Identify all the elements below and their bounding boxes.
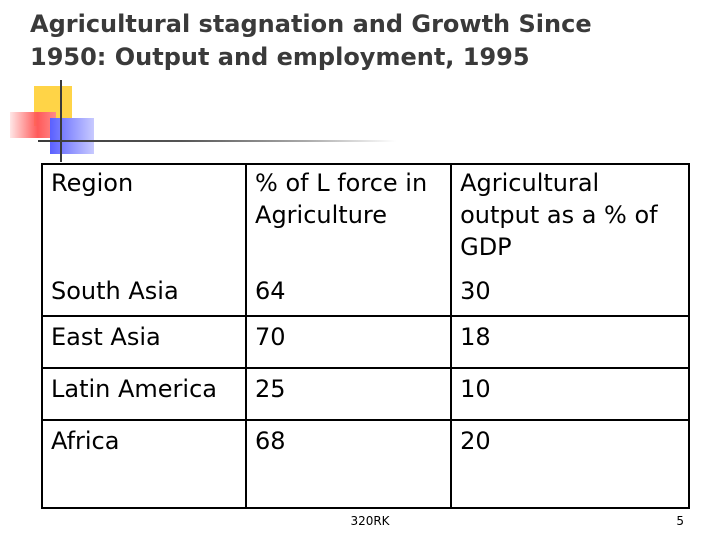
- cell-region: South Asia: [40, 271, 248, 317]
- cell-agri-output: 10: [450, 367, 690, 421]
- cell-agri-output: 20: [450, 419, 690, 509]
- cell-agri-output: 18: [450, 315, 690, 369]
- cell-labor-force: 64: [245, 271, 453, 317]
- cell-labor-force: 25: [245, 367, 453, 421]
- slide-title: Agricultural stagnation and Growth Since…: [30, 8, 690, 74]
- footer-text: 320RK: [350, 514, 390, 528]
- cell-agri-output: 30: [450, 271, 690, 317]
- table-row: East Asia 70 18: [40, 315, 690, 369]
- table-header-row: Region % of L force in Agriculture Agric…: [40, 163, 690, 271]
- cell-labor-force: 68: [245, 419, 453, 509]
- title-line-1: Agricultural stagnation and Growth Since: [30, 10, 592, 38]
- cell-region: Africa: [40, 419, 248, 509]
- decorative-red-square: [10, 112, 56, 138]
- header-labor-force: % of L force in Agriculture: [245, 163, 453, 271]
- cell-region: East Asia: [40, 315, 248, 369]
- decorative-blue-square: [50, 118, 94, 154]
- table-row: Africa 68 20: [40, 419, 690, 509]
- header-region: Region: [40, 163, 248, 271]
- decorative-horizontal-line: [38, 140, 396, 142]
- title-line-2: 1950: Output and employment, 1995: [30, 43, 530, 71]
- table-row: Latin America 25 10: [40, 367, 690, 421]
- data-table: Region % of L force in Agriculture Agric…: [40, 163, 690, 509]
- cell-labor-force: 70: [245, 315, 453, 369]
- header-agri-output: Agricultural output as a % of GDP: [450, 163, 690, 271]
- cell-region: Latin America: [40, 367, 248, 421]
- page-number: 5: [676, 514, 684, 528]
- table-row: South Asia 64 30: [40, 271, 690, 317]
- decorative-vertical-line: [60, 80, 62, 162]
